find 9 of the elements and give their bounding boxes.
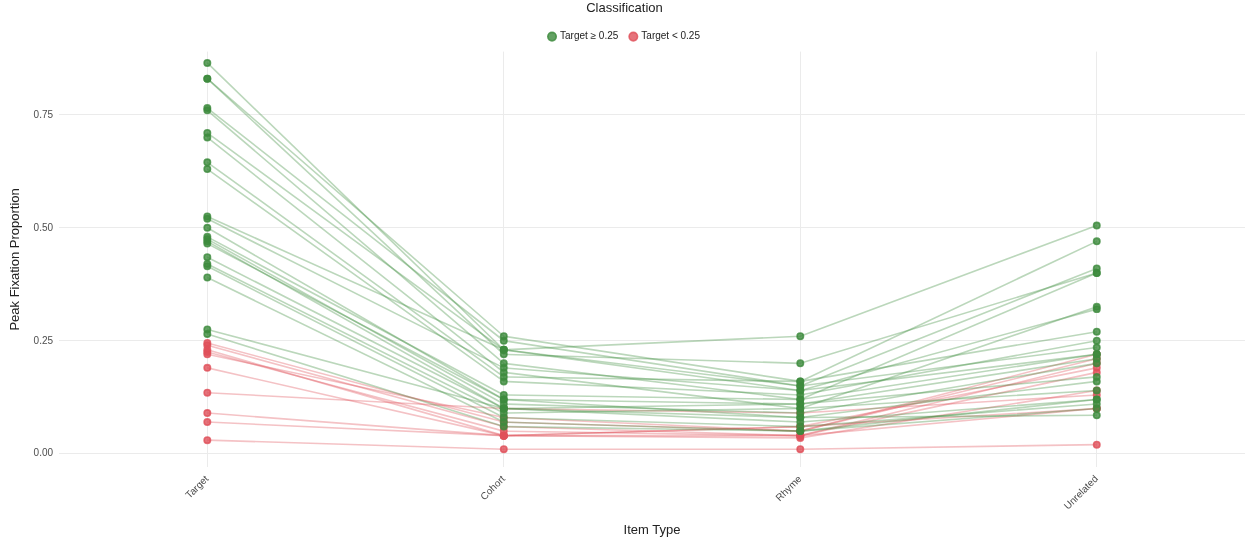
x-axis-title: Item Type	[623, 521, 681, 537]
legend-label: Target < 0.25	[641, 30, 701, 42]
y-tick-label: 0.25	[33, 334, 54, 346]
legend-title: Classification	[586, 0, 663, 16]
y-tick-label: 0.50	[33, 221, 54, 233]
y-tick-label: 0.75	[33, 108, 54, 120]
legend-label: Target ≥ 0.25	[560, 30, 619, 42]
y-axis-title: Peak Fixation Proportion	[7, 188, 23, 331]
y-tick-label: 0.00	[33, 447, 54, 459]
